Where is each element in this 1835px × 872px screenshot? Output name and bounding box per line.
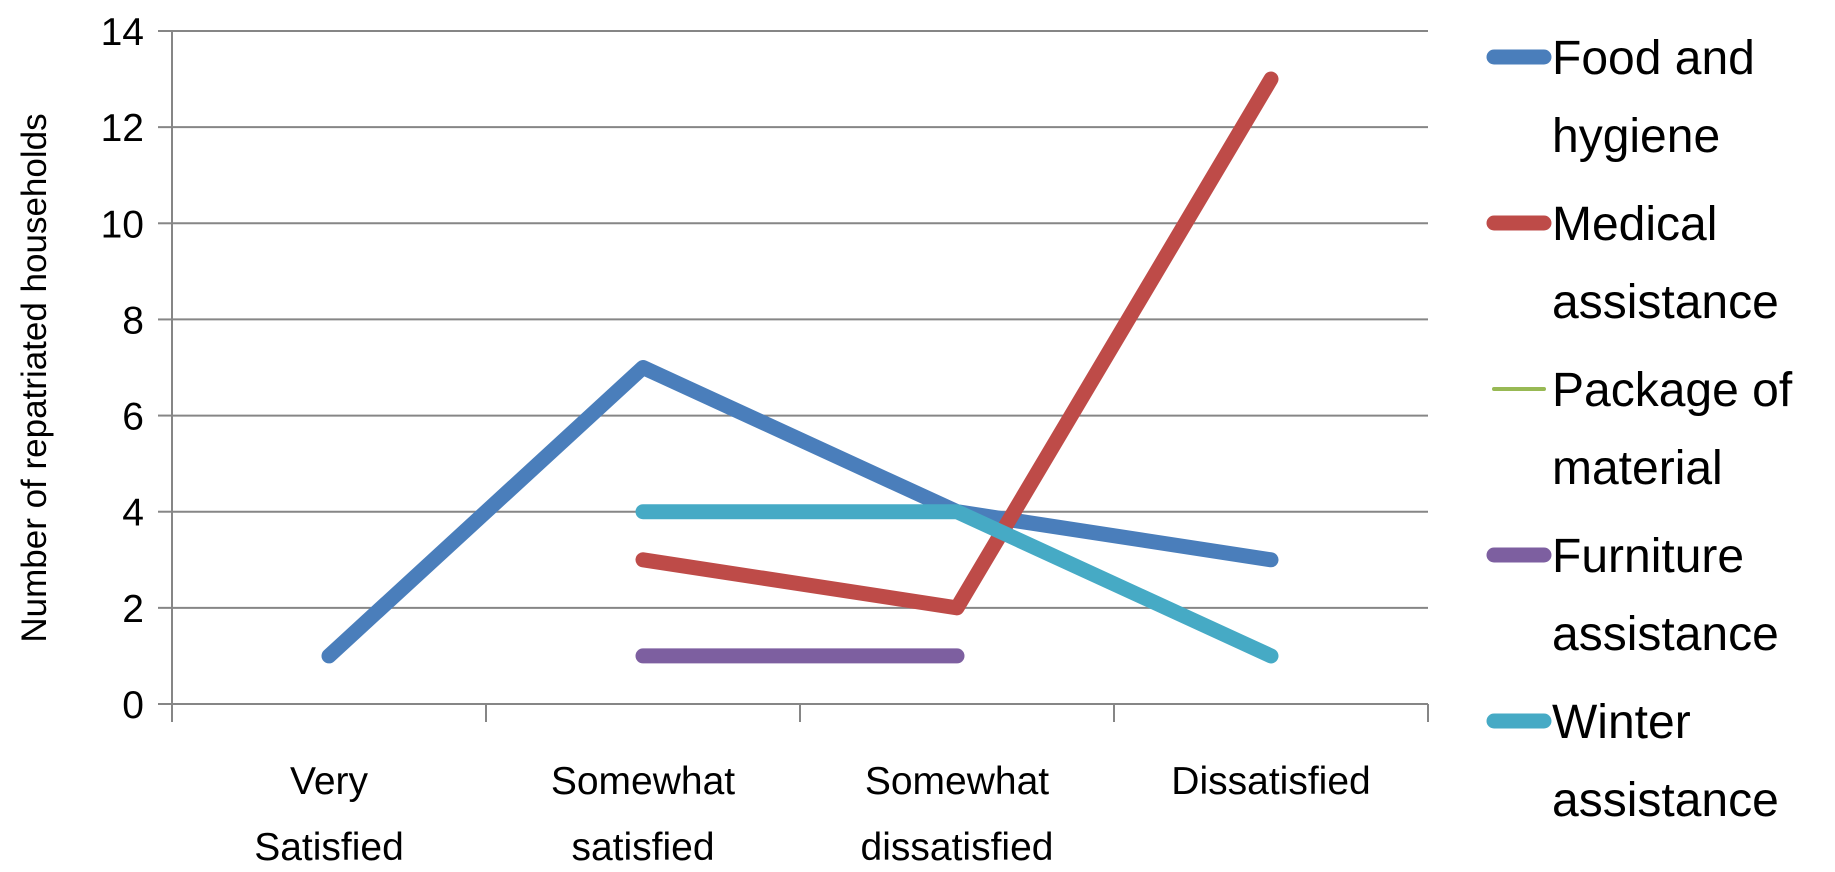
legend: Food and hygiene Medical assistance Package …: [1486, 32, 1793, 827]
y-tick-label: 10: [101, 203, 144, 246]
legend-label: Furniture assistance: [1552, 530, 1779, 661]
y-tick-label: 0: [122, 684, 144, 727]
y-axis-ticks: 0 2 4 6 8 10 12 14: [101, 11, 172, 727]
y-tick-label: 6: [122, 396, 144, 439]
y-tick-label: 14: [101, 11, 144, 54]
legend-label: Winter assistance: [1552, 696, 1779, 827]
gridlines: [172, 30, 1428, 609]
y-tick-label: 2: [122, 588, 144, 631]
x-tick-label: Dissatisfied: [1171, 760, 1370, 803]
x-axis-ticks: Very Satisfied Somewhat satisfied Somewhat di…: [171, 704, 1429, 869]
series-line-2: [635, 71, 1279, 616]
legend-label: Medical assistance: [1552, 198, 1779, 329]
y-tick-label: 8: [122, 299, 144, 342]
series-line-5: [635, 504, 1279, 664]
y-axis-title: Number of repatriated households: [15, 113, 54, 642]
x-tick-label: Very Satisfied: [254, 760, 404, 869]
x-tick-label: Somewhat satisfied: [551, 760, 735, 869]
series-lines: [321, 71, 1279, 664]
y-tick-label: 12: [101, 107, 144, 150]
legend-label: Package of material: [1552, 364, 1793, 495]
series-line-1: [321, 360, 1279, 664]
y-tick-label: 4: [122, 492, 144, 535]
x-tick-label: Somewhat dissatisfied: [861, 760, 1054, 869]
legend-label: Food and hygiene: [1552, 32, 1755, 163]
